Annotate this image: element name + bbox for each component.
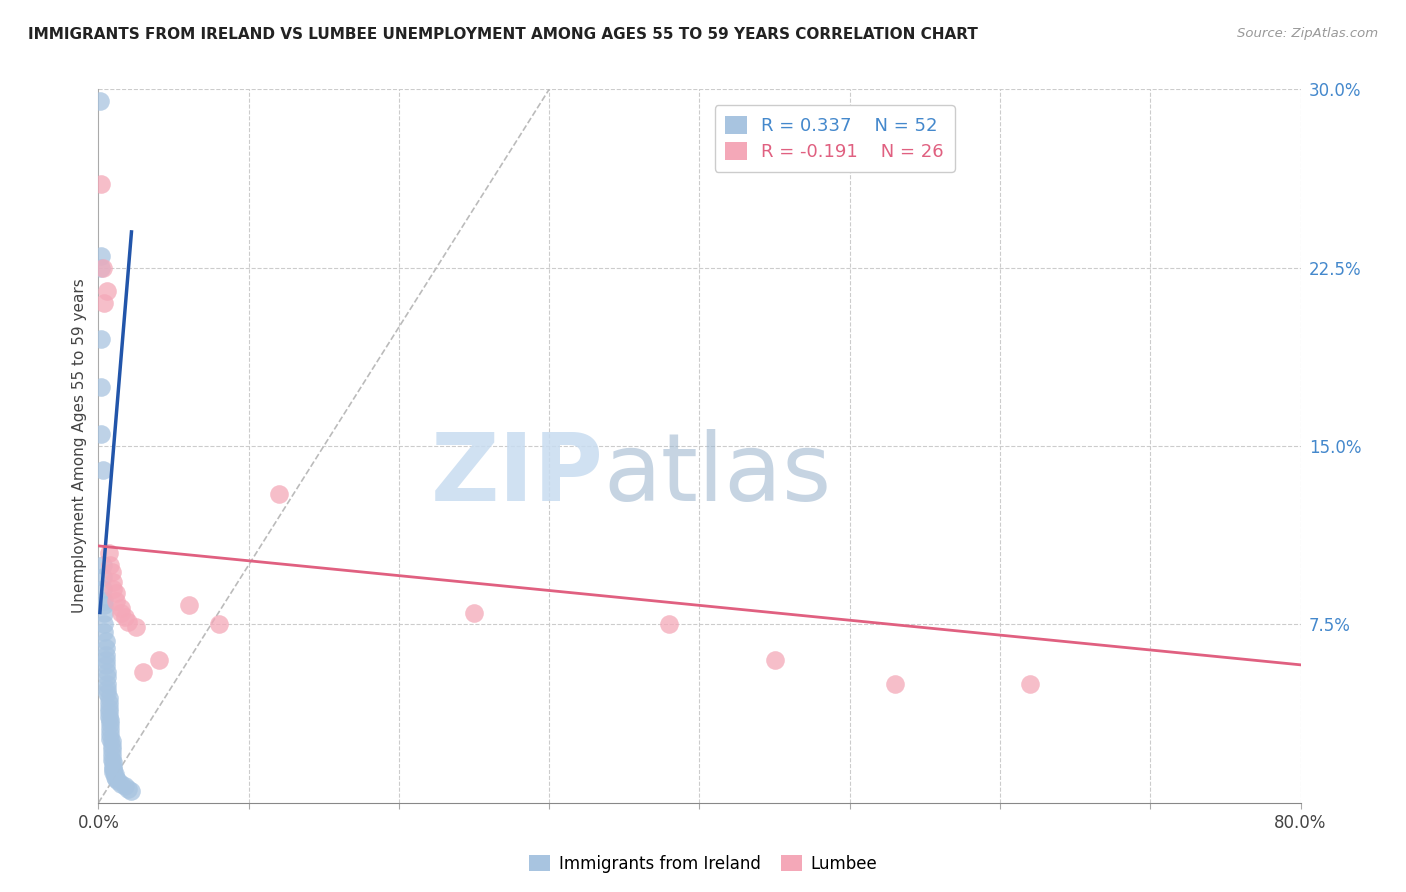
Point [105, 593, 128, 607]
Point [107, 774, 129, 789]
Point [100, 731, 122, 746]
Point [110, 777, 132, 791]
Point [101, 565, 124, 579]
Point [94, 653, 117, 667]
Point [90, 379, 112, 393]
Point [103, 764, 125, 779]
Point [148, 653, 170, 667]
Point [100, 713, 122, 727]
Point [103, 763, 125, 777]
Point [93, 593, 115, 607]
Legend: R = 0.337    N = 52, R = -0.191    N = 26: R = 0.337 N = 52, R = -0.191 N = 26 [714, 105, 955, 172]
Point [101, 753, 124, 767]
Point [100, 717, 122, 731]
Point [90, 260, 112, 275]
Point [658, 617, 681, 632]
Point [763, 653, 786, 667]
Text: atlas: atlas [603, 428, 831, 521]
Point [101, 739, 124, 753]
Point [110, 600, 132, 615]
Point [94, 634, 117, 648]
Point [97, 700, 120, 714]
Point [103, 574, 125, 589]
Point [89, 94, 111, 108]
Point [267, 486, 290, 500]
Point [100, 722, 122, 736]
Point [96, 285, 118, 299]
Point [100, 558, 122, 572]
Point [97, 696, 120, 710]
Point [101, 734, 124, 748]
Point [883, 677, 905, 691]
Point [117, 615, 139, 629]
Point [97, 706, 120, 720]
Point [96, 677, 118, 691]
Point [105, 586, 128, 600]
Point [114, 610, 136, 624]
Point [91, 582, 114, 596]
Y-axis label: Unemployment Among Ages 55 to 59 years: Unemployment Among Ages 55 to 59 years [72, 278, 87, 614]
Point [101, 743, 124, 757]
Point [93, 599, 115, 613]
Text: ZIP: ZIP [430, 428, 603, 521]
Point [96, 670, 118, 684]
Text: IMMIGRANTS FROM IRELAND VS LUMBEE UNEMPLOYMENT AMONG AGES 55 TO 59 YEARS CORRELA: IMMIGRANTS FROM IRELAND VS LUMBEE UNEMPL… [28, 27, 979, 42]
Point [97, 691, 120, 706]
Point [91, 558, 114, 572]
Point [91, 260, 114, 275]
Point [97, 546, 120, 560]
Point [91, 570, 114, 584]
Point [90, 178, 112, 192]
Point [100, 727, 122, 741]
Point [93, 624, 115, 639]
Point [96, 665, 118, 679]
Point [208, 617, 231, 632]
Point [117, 781, 139, 796]
Point [93, 606, 115, 620]
Point [103, 760, 125, 774]
Text: Source: ZipAtlas.com: Source: ZipAtlas.com [1237, 27, 1378, 40]
Point [1019, 677, 1042, 691]
Point [93, 617, 115, 632]
Point [96, 686, 118, 700]
Legend: Immigrants from Ireland, Lumbee: Immigrants from Ireland, Lumbee [522, 848, 884, 880]
Point [132, 665, 155, 679]
Point [90, 427, 112, 442]
Point [463, 606, 485, 620]
Point [97, 710, 120, 724]
Point [103, 582, 125, 596]
Point [125, 620, 148, 634]
Point [94, 657, 117, 672]
Point [101, 748, 124, 763]
Point [90, 249, 112, 263]
Point [110, 606, 132, 620]
Point [93, 296, 115, 310]
Point [103, 756, 125, 770]
Point [94, 641, 117, 656]
Point [105, 772, 128, 786]
Point [114, 779, 136, 793]
Point [94, 648, 117, 663]
Point [104, 770, 127, 784]
Point [177, 599, 200, 613]
Point [121, 784, 143, 798]
Point [104, 767, 127, 781]
Point [90, 332, 112, 346]
Point [91, 463, 114, 477]
Point [96, 681, 118, 696]
